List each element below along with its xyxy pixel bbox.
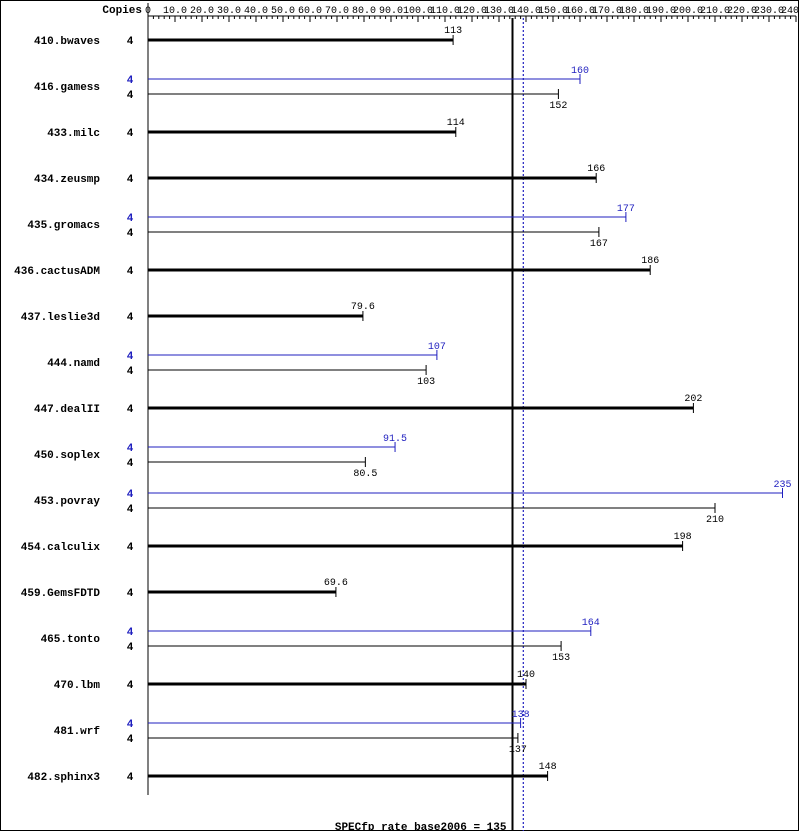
base-copies: 4 xyxy=(127,128,134,140)
base-copies: 4 xyxy=(127,504,134,516)
x-tick-label: 200.0 xyxy=(673,6,703,17)
peak-copies: 4 xyxy=(127,443,134,455)
x-tick-label: 90.0 xyxy=(379,6,403,17)
base-copies: 4 xyxy=(127,542,134,554)
base-value: 113 xyxy=(444,26,462,37)
x-tick-label: 20.0 xyxy=(190,6,214,17)
base-value: 153 xyxy=(552,653,570,664)
peak-value: 107 xyxy=(428,342,446,353)
x-tick-label: 80.0 xyxy=(352,6,376,17)
peak-copies: 4 xyxy=(127,719,134,731)
benchmark-label: 470.lbm xyxy=(54,680,101,692)
peak-value: 235 xyxy=(773,480,791,491)
base-copies: 4 xyxy=(127,642,134,654)
benchmark-label: 454.calculix xyxy=(21,542,101,554)
benchmark-label: 453.povray xyxy=(34,496,100,508)
base-copies: 4 xyxy=(127,90,134,102)
base-value: 186 xyxy=(641,256,659,267)
peak-copies: 4 xyxy=(127,627,134,639)
base-copies: 4 xyxy=(127,174,134,186)
base-value: 210 xyxy=(706,515,724,526)
x-tick-label: 190.0 xyxy=(646,6,676,17)
x-tick-label: 110.0 xyxy=(430,6,460,17)
benchmark-label: 465.tonto xyxy=(41,634,101,646)
base-value: 152 xyxy=(549,101,567,112)
base-value: 103 xyxy=(417,377,435,388)
spec-chart: 0 10.020.030.040.050.060.070.080.090.0100… xyxy=(0,0,799,831)
x-tick-label: 130.0 xyxy=(484,6,514,17)
base-copies: 4 xyxy=(127,228,134,240)
x-tick-label: 210.0 xyxy=(700,6,730,17)
base-copies: 4 xyxy=(127,366,134,378)
x-tick-label: 230.0 xyxy=(754,6,784,17)
base-value: 137 xyxy=(509,745,527,756)
peak-copies: 4 xyxy=(127,489,134,501)
base-copies: 4 xyxy=(127,36,134,48)
base-value: 202 xyxy=(684,394,702,405)
benchmark-label: 482.sphinx3 xyxy=(27,772,100,784)
base-copies: 4 xyxy=(127,734,134,746)
base-copies: 4 xyxy=(127,312,134,324)
benchmark-label: 450.soplex xyxy=(34,450,100,462)
peak-copies: 4 xyxy=(127,75,134,87)
benchmark-label: 481.wrf xyxy=(54,726,101,738)
benchmark-label: 416.gamess xyxy=(34,82,100,94)
base-copies: 4 xyxy=(127,772,134,784)
benchmark-label: 459.GemsFDTD xyxy=(21,588,101,600)
benchmark-label: 434.zeusmp xyxy=(34,174,100,186)
benchmark-label: 447.dealII xyxy=(34,404,100,416)
base-copies: 4 xyxy=(127,266,134,278)
peak-value: 138 xyxy=(512,710,530,721)
x-tick-label: 30.0 xyxy=(217,6,241,17)
x-tick-label: 100.0 xyxy=(403,6,433,17)
x-tick-label: 120.0 xyxy=(457,6,487,17)
peak-copies: 4 xyxy=(127,213,134,225)
base-value: 198 xyxy=(674,532,692,543)
peak-value: 160 xyxy=(571,66,589,77)
benchmark-label: 444.namd xyxy=(47,358,100,370)
x-tick-label: 40.0 xyxy=(244,6,268,17)
base-value: 79.6 xyxy=(351,302,375,313)
benchmark-label: 436.cactusADM xyxy=(14,266,100,278)
x-tick-label: 140.0 xyxy=(511,6,541,17)
x-tick-label: 60.0 xyxy=(298,6,322,17)
benchmark-label: 435.gromacs xyxy=(27,220,100,232)
base-copies: 4 xyxy=(127,458,134,470)
base-value: 167 xyxy=(590,239,608,250)
base-value: 148 xyxy=(539,762,557,773)
benchmark-label: 437.leslie3d xyxy=(21,312,100,324)
base-value: 166 xyxy=(587,164,605,175)
base-value: 140 xyxy=(517,670,535,681)
x-tick-label: 160.0 xyxy=(565,6,595,17)
base-copies: 4 xyxy=(127,404,134,416)
base-value: 114 xyxy=(447,118,465,129)
x-tick-label: 0 xyxy=(145,6,151,17)
base-value: 69.6 xyxy=(324,578,348,589)
x-tick-label: 220.0 xyxy=(727,6,757,17)
base-copies: 4 xyxy=(127,588,134,600)
base-copies: 4 xyxy=(127,680,134,692)
x-tick-label: 180.0 xyxy=(619,6,649,17)
x-tick-label: 240.0 xyxy=(781,6,799,17)
chart-bg xyxy=(0,0,799,831)
base-value: 80.5 xyxy=(353,469,377,480)
peak-value: 164 xyxy=(582,618,600,629)
peak-value: 91.5 xyxy=(383,434,407,445)
x-tick-label: 150.0 xyxy=(538,6,568,17)
ref-line-label: SPECfp_rate_base2006 = 135 xyxy=(335,822,507,831)
x-tick-label: 70.0 xyxy=(325,6,349,17)
x-tick-label: 10.0 xyxy=(163,6,187,17)
peak-value: 177 xyxy=(617,204,635,215)
copies-header: Copies xyxy=(102,5,142,17)
x-tick-label: 50.0 xyxy=(271,6,295,17)
peak-copies: 4 xyxy=(127,351,134,363)
x-tick-label: 170.0 xyxy=(592,6,622,17)
benchmark-label: 433.milc xyxy=(47,128,100,140)
benchmark-label: 410.bwaves xyxy=(34,36,100,48)
